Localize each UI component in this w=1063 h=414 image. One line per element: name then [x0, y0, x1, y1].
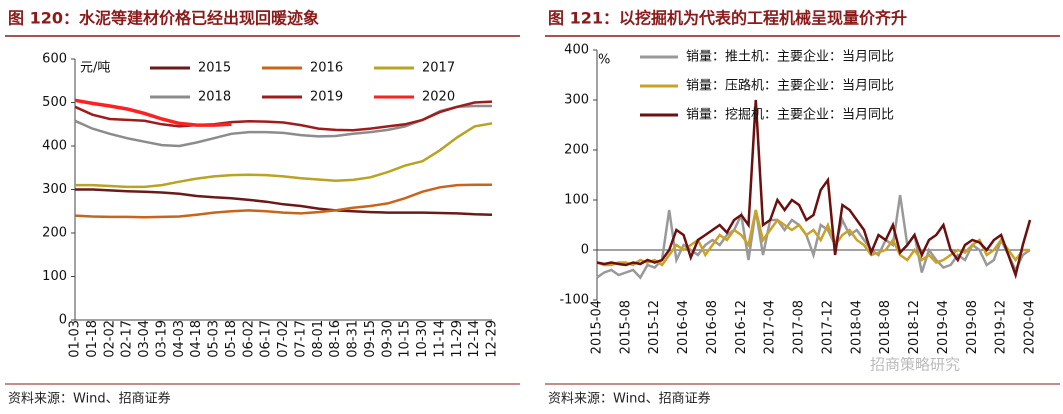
x-tick-label: 08-31 — [346, 320, 361, 358]
x-tick-label: 2019-04 — [936, 300, 951, 354]
x-tick-label: 2019-12 — [994, 300, 1009, 354]
legend-label: 销量：推土机：主要企业：当月同比 — [686, 49, 894, 65]
x-tick-label: 2015-12 — [647, 300, 662, 354]
x-tick-label: 2017-04 — [763, 300, 778, 354]
x-tick-label: 03-19 — [154, 320, 169, 358]
x-tick-label: 06-17 — [259, 320, 274, 358]
series-line — [75, 122, 493, 189]
x-tick-label: 2016-12 — [734, 300, 749, 354]
y-tick-label: 0 — [581, 243, 589, 258]
legend-label: 2017 — [422, 61, 455, 76]
y-tick-label: 500 — [42, 95, 67, 110]
x-tick-label: 2016-08 — [705, 300, 720, 354]
x-tick-label: 05-18 — [224, 320, 239, 358]
y-tick-label: 600 — [42, 52, 67, 67]
y-tick-label: 100 — [564, 193, 589, 208]
x-tick-label: 2018-12 — [907, 300, 922, 354]
x-tick-label: 02-17 — [120, 320, 135, 358]
x-tick-label: 06-02 — [241, 320, 256, 358]
series-line — [75, 188, 493, 216]
x-tick-label: 2017-08 — [792, 300, 807, 354]
x-tick-label: 2020-04 — [1023, 300, 1038, 354]
x-tick-label: 2019-08 — [965, 300, 980, 354]
series-line — [74, 183, 492, 219]
y-tick-label: 400 — [42, 139, 67, 154]
x-tick-label: 12-14 — [467, 320, 482, 358]
series-line — [596, 194, 1031, 280]
x-tick-label: 08-01 — [311, 320, 326, 358]
source: 资料来源：Wind、招商证券 — [548, 391, 711, 407]
legend-label: 2020 — [422, 90, 455, 105]
legend-label: 2016 — [310, 61, 343, 76]
x-tick-label: 01-18 — [85, 320, 100, 358]
x-tick-label: 11-14 — [432, 320, 447, 358]
x-tick-label: 2017-12 — [820, 300, 835, 354]
x-tick-label: 07-02 — [276, 320, 291, 358]
x-tick-label: 03-04 — [137, 320, 152, 358]
x-tick-label: 2018-08 — [878, 300, 893, 354]
series-line — [74, 100, 493, 132]
x-tick-label: 02-02 — [102, 320, 117, 358]
legend-label: 2015 — [198, 61, 231, 76]
x-tick-label: 07-17 — [293, 320, 308, 358]
x-tick-label: 10-15 — [398, 320, 413, 358]
source: 资料来源：Wind、招商证券 — [8, 391, 171, 407]
y-tick-label: 300 — [564, 93, 589, 108]
x-tick-label: 09-30 — [380, 320, 395, 358]
legend-label: 销量：压路机：主要企业：当月同比 — [686, 78, 894, 94]
legend-label: 2019 — [310, 90, 343, 105]
y-tick-label: 100 — [42, 269, 67, 284]
x-tick-label: 04-03 — [172, 320, 187, 358]
x-tick-label: 05-03 — [207, 320, 222, 358]
x-tick-label: 10-30 — [415, 320, 430, 358]
series-line — [74, 98, 232, 127]
x-tick-label: 12-29 — [485, 320, 500, 358]
x-tick-label: 04-18 — [189, 320, 204, 358]
legend-label: 2018 — [198, 90, 231, 105]
x-tick-label: 2018-04 — [849, 300, 864, 354]
legend-label: 销量：挖掘机：主要企业：当月同比 — [686, 107, 894, 123]
x-tick-label: 09-15 — [363, 320, 378, 358]
unit-label: % — [598, 53, 610, 68]
unit-label: 元/吨 — [80, 61, 110, 76]
x-tick-label: 2016-04 — [676, 300, 691, 354]
x-tick-label: 08-16 — [328, 320, 343, 358]
y-tick-label: -100 — [559, 293, 589, 308]
y-tick-label: 0 — [59, 313, 67, 328]
x-tick-label: 11-29 — [450, 320, 465, 358]
series-line — [596, 99, 1032, 280]
watermark: 招商策略研究 — [870, 356, 960, 374]
y-tick-label: 400 — [564, 43, 589, 58]
x-tick-label: 2015-08 — [618, 300, 633, 354]
chart-title: 图 121：以挖掘机为代表的工程机械呈现量价齐升 — [548, 9, 907, 28]
x-tick-label: 01-03 — [68, 320, 83, 358]
y-tick-label: 200 — [42, 226, 67, 241]
series-line — [596, 209, 1030, 267]
chart-title: 图 120：水泥等建材价格已经出现回暖迹象 — [8, 9, 319, 28]
x-tick-label: 2015-04 — [590, 300, 605, 354]
y-tick-label: 300 — [42, 182, 67, 197]
y-tick-label: 200 — [564, 143, 589, 158]
